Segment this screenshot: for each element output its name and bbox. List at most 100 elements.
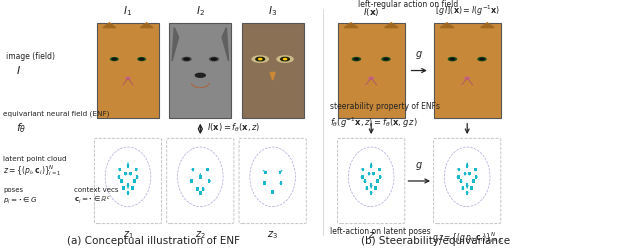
Text: (a) Conceptual illustration of ENF: (a) Conceptual illustration of ENF	[67, 235, 240, 245]
Circle shape	[353, 58, 360, 61]
Bar	[374, 187, 377, 190]
Circle shape	[113, 59, 116, 60]
Circle shape	[210, 58, 218, 61]
Bar	[472, 180, 475, 183]
Bar	[133, 180, 136, 183]
Bar	[199, 176, 202, 179]
Bar	[468, 172, 471, 176]
Bar	[463, 172, 466, 176]
Circle shape	[355, 59, 358, 61]
Text: latent point cloud: latent point cloud	[3, 156, 67, 162]
Circle shape	[369, 78, 374, 80]
Bar	[136, 176, 138, 179]
Bar	[372, 172, 375, 176]
Text: image (field): image (field)	[6, 52, 56, 61]
Bar	[466, 184, 468, 187]
Bar	[127, 164, 129, 168]
Bar	[361, 176, 364, 179]
Bar	[127, 184, 129, 187]
Text: $z_1$: $z_1$	[123, 229, 133, 240]
Bar	[338, 24, 404, 119]
Bar	[461, 187, 464, 190]
Text: $z_3$: $z_3$	[267, 229, 278, 240]
Bar	[202, 188, 204, 191]
Bar	[199, 192, 202, 195]
Text: $f_\theta(g^{-1}\mathbf{x}, z) = f_\theta(\mathbf{x}, g\,z)$: $f_\theta(g^{-1}\mathbf{x}, z) = f_\thet…	[330, 115, 417, 130]
FancyBboxPatch shape	[239, 139, 307, 224]
Bar	[206, 168, 209, 172]
Bar	[280, 182, 282, 185]
Bar	[458, 168, 460, 172]
Bar	[169, 24, 232, 119]
Circle shape	[478, 58, 486, 61]
Bar	[242, 24, 304, 119]
Circle shape	[211, 59, 216, 61]
Text: poses: poses	[3, 186, 23, 192]
Polygon shape	[440, 24, 454, 28]
Text: $p_i = \boldsymbol{\cdot} \in G$: $p_i = \boldsymbol{\cdot} \in G$	[3, 195, 38, 205]
Circle shape	[184, 59, 189, 61]
Text: $I_1$: $I_1$	[124, 4, 132, 18]
Circle shape	[252, 57, 268, 63]
Bar	[196, 188, 198, 191]
Bar	[118, 168, 121, 172]
Bar	[474, 168, 477, 172]
FancyBboxPatch shape	[166, 139, 234, 224]
FancyBboxPatch shape	[338, 139, 404, 224]
Bar	[470, 187, 473, 190]
Circle shape	[451, 59, 454, 61]
Text: steerability property of ENFs: steerability property of ENFs	[330, 102, 440, 111]
Bar	[466, 164, 468, 168]
Bar	[475, 176, 477, 179]
Bar	[124, 172, 127, 176]
Bar	[118, 176, 120, 179]
Bar	[457, 176, 460, 179]
Bar	[379, 176, 381, 179]
Text: $z_2$: $z_2$	[195, 229, 205, 240]
Circle shape	[195, 74, 205, 78]
Bar	[365, 187, 368, 190]
Text: $I_3$: $I_3$	[268, 4, 277, 18]
Bar	[129, 172, 132, 176]
Circle shape	[126, 78, 130, 80]
Bar	[434, 24, 501, 119]
Circle shape	[140, 59, 143, 60]
Bar	[135, 168, 138, 172]
Bar	[122, 187, 125, 190]
Text: left-regular action on field: left-regular action on field	[358, 0, 459, 9]
Text: $g\,z = \{(g\,p_i, \mathbf{c}_i)\}_{i=1}^N$: $g\,z = \{(g\,p_i, \mathbf{c}_i)\}_{i=1}…	[432, 229, 502, 244]
Bar	[460, 180, 462, 183]
Circle shape	[138, 58, 145, 61]
Bar	[370, 192, 372, 195]
Bar	[127, 192, 129, 195]
Text: left-action on latent poses: left-action on latent poses	[330, 226, 430, 235]
Bar	[131, 187, 134, 190]
Text: $z$: $z$	[367, 229, 375, 239]
Circle shape	[465, 78, 470, 80]
Text: (b) Steerability/equivariance: (b) Steerability/equivariance	[360, 235, 510, 245]
Circle shape	[259, 59, 262, 60]
Bar	[364, 180, 366, 183]
Bar	[370, 184, 372, 187]
Polygon shape	[103, 24, 116, 28]
Text: $\mathbf{c}_i = \boldsymbol{\cdot} \in \mathbb{R}^c$: $\mathbf{c}_i = \boldsymbol{\cdot} \in \…	[74, 194, 111, 205]
Text: context vecs: context vecs	[74, 186, 118, 192]
Circle shape	[111, 58, 118, 61]
Circle shape	[281, 58, 289, 61]
Text: $g$: $g$	[415, 159, 423, 171]
Polygon shape	[140, 24, 153, 28]
Polygon shape	[270, 73, 275, 81]
Bar	[264, 171, 267, 174]
Bar	[367, 172, 370, 176]
Text: $[g\,I](\mathbf{x}) = I(g^{-1}\mathbf{x})$: $[g\,I](\mathbf{x}) = I(g^{-1}\mathbf{x}…	[435, 3, 500, 18]
Text: $z = \{(p_i, \mathbf{c}_i)\}_{i=1}^N$: $z = \{(p_i, \mathbf{c}_i)\}_{i=1}^N$	[3, 162, 62, 178]
FancyBboxPatch shape	[434, 139, 500, 224]
Circle shape	[382, 58, 390, 61]
Circle shape	[449, 58, 456, 61]
Bar	[466, 192, 468, 195]
Text: $f_\theta$: $f_\theta$	[16, 121, 26, 134]
Bar	[208, 180, 211, 183]
Polygon shape	[385, 24, 398, 28]
Bar	[190, 180, 193, 183]
Text: $I$: $I$	[16, 64, 21, 76]
